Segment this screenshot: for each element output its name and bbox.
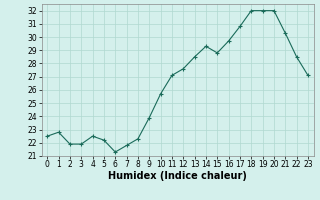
X-axis label: Humidex (Indice chaleur): Humidex (Indice chaleur): [108, 171, 247, 181]
